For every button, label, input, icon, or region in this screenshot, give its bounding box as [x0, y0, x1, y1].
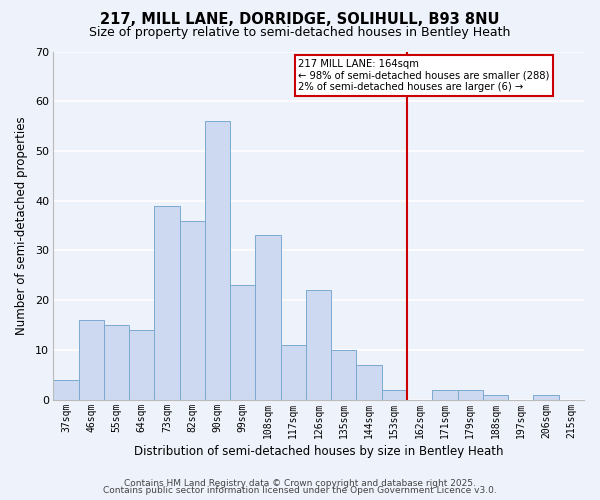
Bar	[205, 121, 230, 400]
Bar	[458, 390, 483, 400]
Bar	[129, 330, 154, 400]
Bar	[432, 390, 458, 400]
Bar	[154, 206, 179, 400]
Y-axis label: Number of semi-detached properties: Number of semi-detached properties	[15, 116, 28, 335]
Bar	[230, 285, 256, 400]
Bar	[104, 325, 129, 400]
Bar	[53, 380, 79, 400]
Text: Contains public sector information licensed under the Open Government Licence v3: Contains public sector information licen…	[103, 486, 497, 495]
Bar	[306, 290, 331, 400]
Bar	[79, 320, 104, 400]
Bar	[533, 394, 559, 400]
X-axis label: Distribution of semi-detached houses by size in Bentley Heath: Distribution of semi-detached houses by …	[134, 444, 503, 458]
Text: Size of property relative to semi-detached houses in Bentley Heath: Size of property relative to semi-detach…	[89, 26, 511, 39]
Text: Contains HM Land Registry data © Crown copyright and database right 2025.: Contains HM Land Registry data © Crown c…	[124, 478, 476, 488]
Bar	[382, 390, 407, 400]
Bar	[281, 345, 306, 400]
Bar	[356, 364, 382, 400]
Bar	[331, 350, 356, 400]
Text: 217, MILL LANE, DORRIDGE, SOLIHULL, B93 8NU: 217, MILL LANE, DORRIDGE, SOLIHULL, B93 …	[100, 12, 500, 28]
Bar	[179, 220, 205, 400]
Bar	[256, 236, 281, 400]
Text: 217 MILL LANE: 164sqm
← 98% of semi-detached houses are smaller (288)
2% of semi: 217 MILL LANE: 164sqm ← 98% of semi-deta…	[298, 59, 550, 92]
Bar	[483, 394, 508, 400]
